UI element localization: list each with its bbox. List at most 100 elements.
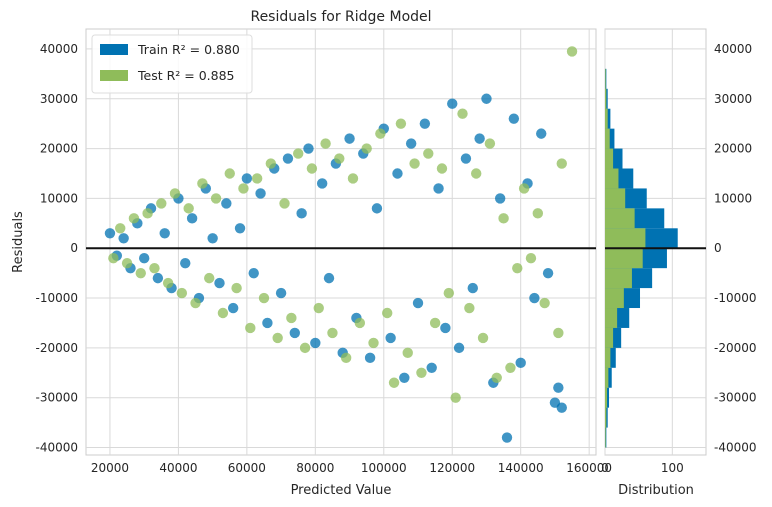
test-histogram-bar — [605, 248, 643, 269]
x-tick-label: 140000 — [498, 461, 544, 475]
test-histogram-bar — [605, 407, 607, 428]
y-tick-label: -40000 — [35, 441, 78, 455]
train-point — [118, 233, 129, 244]
test-point — [176, 287, 188, 299]
y-tick-labels: -40000 -30000 -20000 -10000 0 10000 20000 30000… — [35, 42, 78, 455]
test-histogram-bar — [605, 427, 606, 448]
distribution-axis-label: Distribution — [618, 483, 694, 498]
test-histogram-bar — [605, 367, 609, 388]
test-point — [556, 158, 567, 169]
train-point — [255, 188, 266, 199]
train-point — [515, 357, 526, 369]
legend-label-train: Train R² = 0.880 — [137, 42, 240, 57]
test-point — [340, 352, 352, 364]
main-plot-area — [85, 28, 597, 456]
test-histogram-bar — [605, 327, 614, 348]
distribution-y-tick-label: -40000 — [714, 441, 757, 455]
test-point — [436, 163, 448, 174]
test-point — [128, 213, 140, 224]
train-point — [474, 133, 485, 144]
train-point — [433, 183, 444, 194]
test-point — [217, 307, 229, 319]
x-tick-label: 160000 — [566, 461, 612, 475]
train-point — [536, 128, 547, 139]
train-point — [542, 267, 554, 279]
test-histogram-bar — [605, 108, 608, 129]
train-point — [426, 362, 437, 374]
train-point — [364, 352, 376, 364]
train-point — [104, 228, 116, 239]
test-point — [347, 173, 359, 184]
test-histogram-bar — [605, 268, 632, 289]
distribution-histogram — [605, 68, 678, 448]
test-point — [190, 297, 201, 309]
test-point — [265, 158, 277, 169]
train-point — [494, 193, 506, 204]
test-point — [204, 272, 215, 284]
test-histogram-bar — [605, 208, 635, 229]
distribution-x-tick-labels: 0 100 — [601, 461, 684, 475]
legend-box — [91, 34, 253, 94]
y-tick-label: -20000 — [35, 341, 78, 355]
test-point — [313, 302, 324, 314]
train-point — [316, 178, 328, 189]
train-point — [303, 143, 314, 154]
test-point — [238, 183, 249, 194]
test-histogram-bar — [605, 188, 626, 209]
train-point — [262, 317, 273, 329]
legend-label-test: Test R² = 0.885 — [137, 68, 235, 83]
train-point — [412, 297, 424, 309]
test-histogram-bar — [605, 128, 610, 149]
train-point — [419, 118, 431, 129]
train-point — [138, 252, 150, 264]
x-tick-labels: 20000 40000 60000 80000 100000 120000 140000 16… — [91, 461, 612, 475]
test-point — [224, 168, 235, 179]
distribution-y-tick-labels: -40000 -30000 -20000 -10000 0 10000 20000 30000… — [714, 42, 757, 455]
train-point — [180, 257, 191, 269]
test-point — [471, 168, 482, 179]
test-point — [505, 362, 516, 374]
train-point — [392, 168, 403, 179]
test-histogram-bar — [605, 347, 611, 368]
x-axis-label: Predicted Value — [291, 483, 392, 498]
test-point — [135, 267, 146, 279]
train-point — [248, 267, 259, 279]
test-point — [142, 208, 153, 219]
x-tick-label: 20000 — [91, 461, 129, 475]
y-tick-label: -10000 — [35, 291, 78, 305]
train-point — [214, 277, 225, 289]
distribution-y-tick-label: -10000 — [714, 291, 757, 305]
test-point — [491, 372, 502, 383]
train-point — [207, 233, 218, 244]
test-point — [518, 183, 530, 194]
test-point — [334, 153, 345, 164]
x-tick-label: 80000 — [296, 461, 334, 475]
distribution-y-tick-label: -20000 — [714, 341, 757, 355]
distribution-y-tick-label: 0 — [714, 241, 722, 255]
distribution-y-tick-label: 20000 — [714, 142, 752, 156]
train-point — [159, 228, 170, 239]
test-point — [443, 287, 455, 299]
train-point — [152, 272, 164, 284]
test-histogram-bar — [605, 288, 624, 309]
y-tick-label: 20000 — [40, 142, 78, 156]
train-point — [344, 133, 355, 144]
test-point — [368, 337, 379, 349]
test-point — [197, 178, 208, 189]
train-point — [385, 332, 396, 344]
train-point — [481, 93, 492, 104]
train-point — [508, 113, 520, 124]
test-point — [512, 262, 523, 274]
test-point — [388, 377, 400, 388]
test-point — [464, 302, 475, 314]
test-histogram-bar — [605, 387, 608, 408]
test-point — [272, 332, 283, 344]
test-histogram-bar — [605, 148, 614, 169]
y-tick-label: 0 — [70, 241, 78, 255]
distribution-y-tick-label: -30000 — [714, 391, 757, 405]
distribution-y-tick-label: 40000 — [714, 42, 752, 56]
test-point — [553, 327, 564, 339]
test-histogram-bar — [605, 168, 619, 189]
train-point — [275, 287, 287, 299]
test-histogram-bar — [605, 228, 646, 249]
